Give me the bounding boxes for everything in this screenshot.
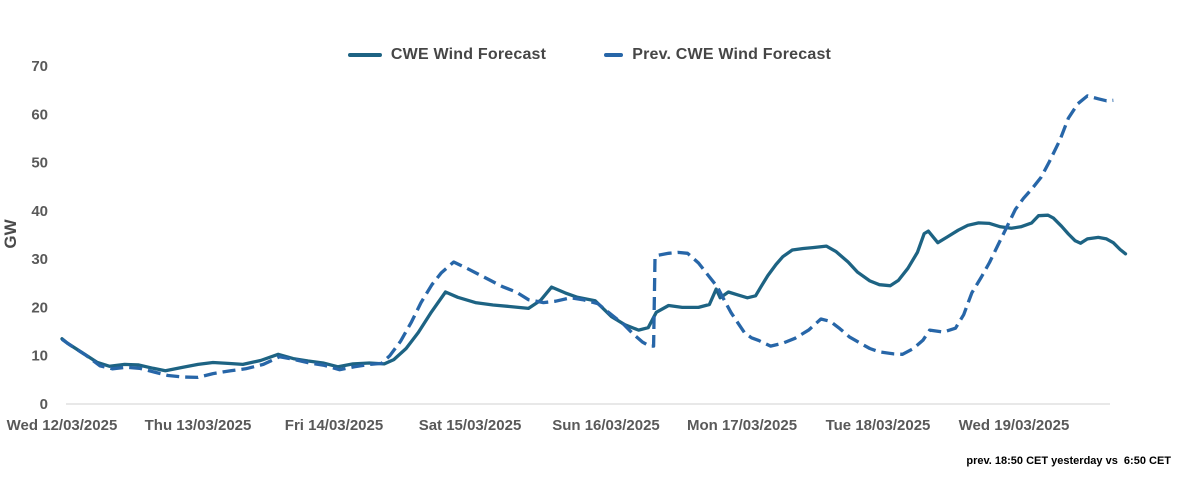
y-tick-label: 20 <box>31 299 48 316</box>
x-axis-day-label: Wed 12/03/2025 <box>7 417 118 434</box>
legend-item-prev-cwe-wind-forecast: Prev. CWE Wind Forecast <box>604 46 831 64</box>
dashed-line-swatch <box>604 53 624 57</box>
legend-item-cwe-wind-forecast: CWE Wind Forecast <box>347 46 547 64</box>
y-tick-label: 70 <box>31 58 48 75</box>
x-axis-day-label: Mon 17/03/2025 <box>687 417 797 434</box>
solid-line-swatch <box>347 53 382 57</box>
x-axis-day-label: Wed 19/03/2025 <box>959 417 1070 434</box>
forecast-issue-note: prev. 18:50 CET yesterday vs 6:50 CET <box>966 455 1171 467</box>
y-tick-label: 0 <box>40 396 48 413</box>
legend-label-prev-cwe-wind-forecast: Prev. CWE Wind Forecast <box>632 46 832 63</box>
x-axis-day-label: Sun 16/03/2025 <box>552 417 660 434</box>
series-line-dashed <box>61 94 1114 380</box>
x-axis-day-label: Fri 14/03/2025 <box>285 417 383 434</box>
y-axis-title: GW <box>1 219 20 249</box>
y-tick-label: 10 <box>31 348 48 365</box>
x-axis-day-label: Sat 15/03/2025 <box>419 417 522 434</box>
x-axis-day-label: Thu 13/03/2025 <box>145 417 252 434</box>
chart-legend: CWE Wind Forecast Prev. CWE Wind Forecas… <box>0 46 1179 64</box>
y-tick-label: 40 <box>31 203 48 220</box>
series-line-solid <box>60 213 1128 373</box>
legend-label-cwe-wind-forecast: CWE Wind Forecast <box>390 46 547 63</box>
x-axis-day-label: Tue 18/03/2025 <box>826 417 931 434</box>
y-tick-label: 50 <box>31 155 48 172</box>
y-tick-label: 60 <box>31 106 48 123</box>
y-tick-label: 30 <box>31 251 48 268</box>
